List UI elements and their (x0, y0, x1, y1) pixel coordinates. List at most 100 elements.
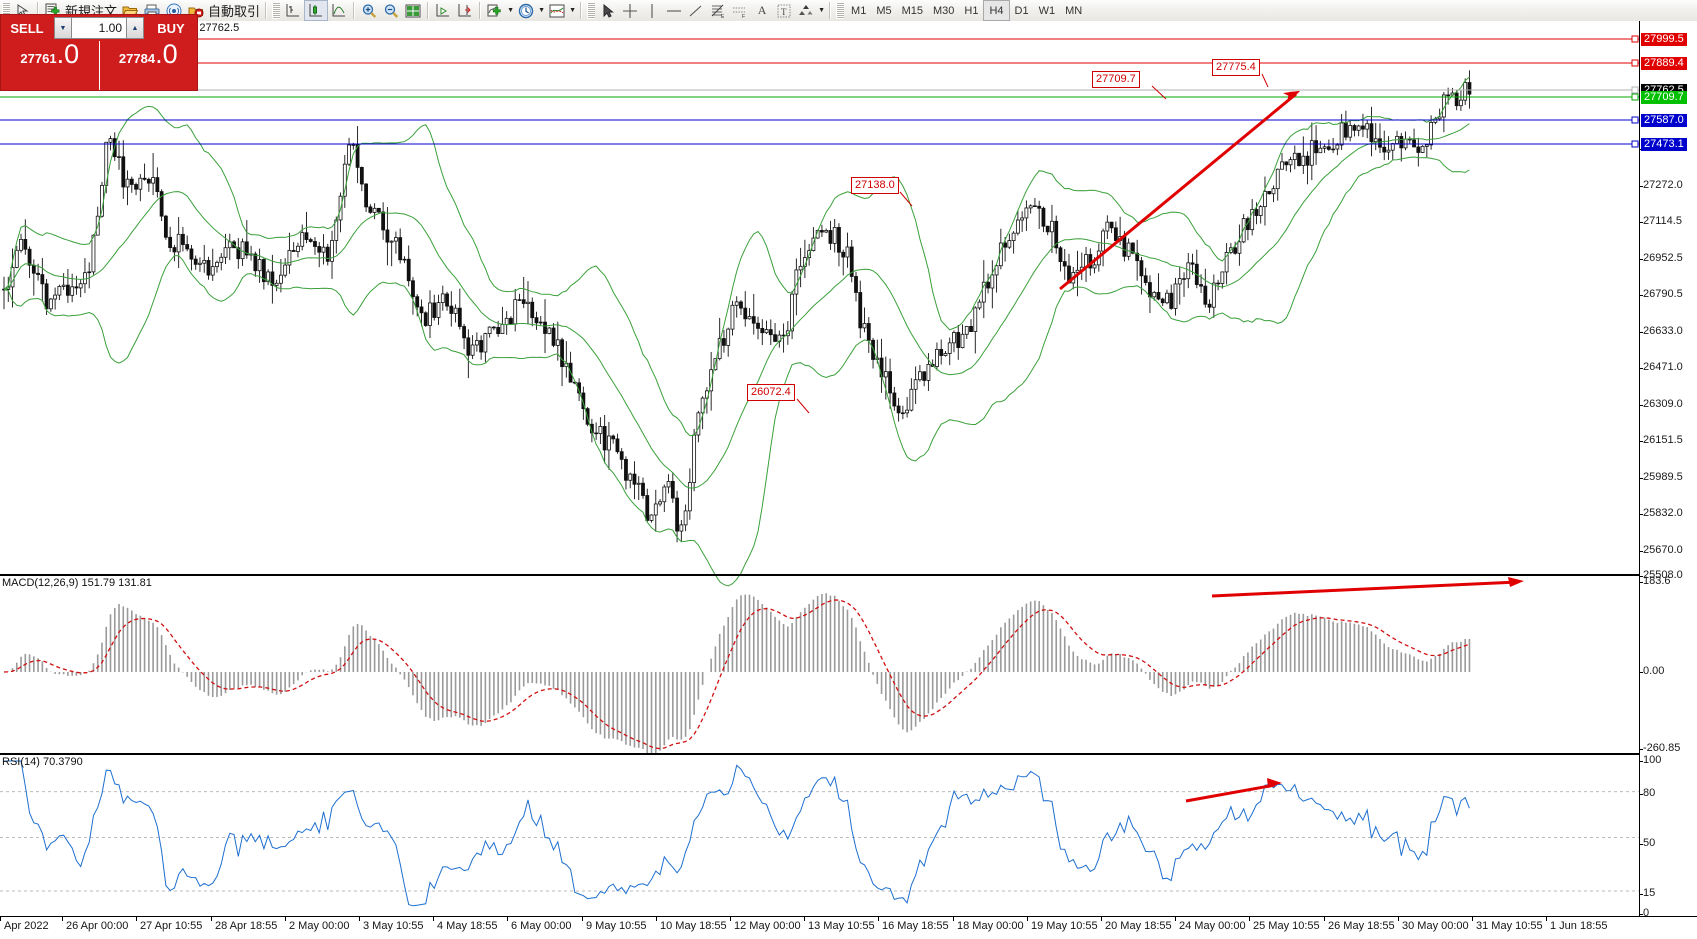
price-axis-tickmark (1640, 259, 1643, 260)
price-axis-tick-label: 26471.0 (1643, 361, 1683, 373)
price-axis[interactable]: 27434.027272.027114.526952.526790.526633… (1639, 21, 1697, 919)
timeframe-m30[interactable]: M30 (933, 4, 955, 17)
trendline-arrow-rsi[interactable] (1185, 778, 1282, 803)
svg-text:E: E (721, 14, 725, 19)
volume-value[interactable]: 1.00 (72, 17, 126, 39)
chart-shift-icon[interactable] (454, 1, 476, 20)
buy-button[interactable]: BUY (157, 20, 185, 36)
toolbar-grip[interactable] (2, 2, 10, 19)
timeframe-m1[interactable]: M1 (851, 4, 867, 17)
time-axis-tickmark (1175, 917, 1176, 921)
fibonacci-icon[interactable]: E (707, 1, 729, 20)
support-line-tag-2[interactable]: 27473.1 (1641, 138, 1687, 151)
timeframe-w1[interactable]: W1 (1038, 4, 1056, 17)
auto-scroll-icon[interactable] (432, 1, 454, 20)
price-axis-tickmark (1640, 222, 1643, 223)
annot-27138[interactable]: 27138.0 (851, 177, 899, 194)
pointer-icon[interactable] (597, 1, 619, 20)
rsi-axis-tick-label: 15 (1643, 887, 1656, 899)
rsi-axis-tickmark (1640, 794, 1643, 795)
time-axis-tickmark (1398, 917, 1399, 921)
ask-line-tag[interactable]: 27999.5 (1641, 33, 1687, 46)
price-axis-tick-label: 26790.5 (1643, 288, 1683, 300)
rsi-line (4, 760, 1470, 907)
time-axis[interactable]: Apr 2022 26 Apr 00:00 27 Apr 10:55 28 Apr 1… (0, 916, 1697, 939)
buy-price[interactable]: 27784.0 (100, 41, 198, 90)
timeframe-mn[interactable]: MN (1065, 4, 1083, 17)
toolbar-grip[interactable] (587, 2, 596, 19)
buy-price-integer: 27784 (118, 51, 156, 66)
time-axis-tick-label: 12 May 00:00 (734, 920, 801, 932)
price-axis-tick-label: 26309.0 (1643, 398, 1683, 410)
bollinger-bands (3, 76, 1470, 587)
timeframe-h4[interactable]: H4 (983, 0, 1010, 21)
timeframe-h1[interactable]: H1 (964, 4, 979, 17)
time-axis-tick-label: 1 Jun 18:55 (1550, 920, 1608, 932)
price-axis-tickmark (1640, 551, 1643, 552)
equidistant-channel-icon[interactable]: F (729, 1, 751, 20)
bid-line-tag[interactable]: 27709.7 (1641, 91, 1687, 104)
period-icon[interactable] (515, 1, 537, 20)
time-axis-tick-label: 3 May 10:55 (363, 920, 424, 932)
period-dropdown-arrow-icon[interactable]: ▼ (538, 7, 545, 14)
time-axis-tickmark (0, 917, 1, 921)
vertical-line-icon[interactable] (641, 1, 663, 20)
line-chart-icon[interactable] (328, 1, 350, 20)
toolbar-grip[interactable] (272, 2, 281, 19)
price-level-lines[interactable] (0, 35, 1639, 148)
timeframe-m15[interactable]: M15 (901, 4, 923, 17)
time-axis-tick-label: 28 Apr 18:55 (215, 920, 278, 932)
support-line-tag-1[interactable]: 27587.0 (1641, 114, 1687, 127)
volume-increment-icon[interactable]: ▲ (126, 17, 144, 39)
sell-price[interactable]: 27761.0 (1, 41, 100, 90)
shapes-dropdown-arrow-icon[interactable]: ▼ (818, 7, 825, 14)
macd-axis-tickmark (1640, 582, 1643, 583)
svg-text:T: T (781, 7, 787, 17)
zoom-out-icon[interactable] (380, 1, 402, 20)
time-axis-tickmark (1546, 917, 1547, 921)
templates-icon[interactable] (546, 1, 568, 20)
trendline-arrow-price[interactable] (1059, 91, 1300, 291)
time-axis-tickmark (878, 917, 879, 921)
one-click-trading-panel[interactable]: SELL ▼ 1.00 ▲ BUY 27761.0 27784.0 (0, 14, 198, 91)
data-window-icon[interactable] (402, 1, 424, 20)
rsi-axis-tick-label: 80 (1643, 787, 1656, 799)
price-axis-tick-label: 26952.5 (1643, 252, 1683, 264)
horizontal-line-icon[interactable] (663, 1, 685, 20)
price-axis-tickmark (1640, 295, 1643, 296)
annot-27709[interactable]: 27709.7 (1092, 71, 1140, 88)
price-axis-tickmark (1640, 332, 1643, 333)
indicators-dropdown-arrow-icon[interactable]: ▼ (507, 7, 514, 14)
volume-decrement-icon[interactable]: ▼ (54, 17, 72, 39)
timeframe-m5[interactable]: M5 (876, 4, 892, 17)
trendline-icon[interactable] (685, 1, 707, 20)
autotrade-label[interactable]: 自動取引 (208, 5, 261, 20)
zoom-in-icon[interactable] (358, 1, 380, 20)
text-box-icon[interactable]: T (773, 1, 795, 20)
time-axis-tickmark (285, 917, 286, 921)
chart-window[interactable]: JPN225-,H4 27700.0 27772.5 27667.5 27762… (0, 21, 1697, 939)
templates-dropdown-arrow-icon[interactable]: ▼ (569, 7, 576, 14)
annot-26072[interactable]: 26072.4 (747, 384, 795, 401)
indicators-icon[interactable] (484, 1, 506, 20)
time-axis-tickmark (433, 917, 434, 921)
crosshair-icon[interactable] (619, 1, 641, 20)
timeframe-d1[interactable]: D1 (1014, 4, 1029, 17)
candlestick-icon[interactable] (304, 0, 329, 21)
time-axis-tick-label: 25 May 10:55 (1253, 920, 1320, 932)
toolbar-grip[interactable] (836, 2, 845, 19)
shapes-icon[interactable] (795, 1, 817, 20)
bar-chart-icon[interactable] (282, 1, 304, 20)
text-label-icon[interactable]: A (757, 3, 767, 17)
sell-button[interactable]: SELL (10, 20, 44, 36)
price-axis-tick-label: 25832.0 (1643, 507, 1683, 519)
time-axis-tick-label: 24 May 00:00 (1179, 920, 1246, 932)
time-axis-tick-label: 30 May 00:00 (1402, 920, 1469, 932)
volume-stepper[interactable]: ▼ 1.00 ▲ (54, 17, 144, 39)
trendline-arrow-macd[interactable] (1211, 577, 1524, 598)
annot-27775[interactable]: 27775.4 (1212, 59, 1260, 76)
time-axis-tickmark (359, 917, 360, 921)
chart-plot-area[interactable]: JPN225-,H4 27700.0 27772.5 27667.5 27762… (0, 21, 1639, 916)
stop-line-tag[interactable]: 27889.4 (1641, 57, 1687, 70)
macd-indicator-label: MACD(12,26,9) 151.79 131.81 (2, 577, 152, 589)
